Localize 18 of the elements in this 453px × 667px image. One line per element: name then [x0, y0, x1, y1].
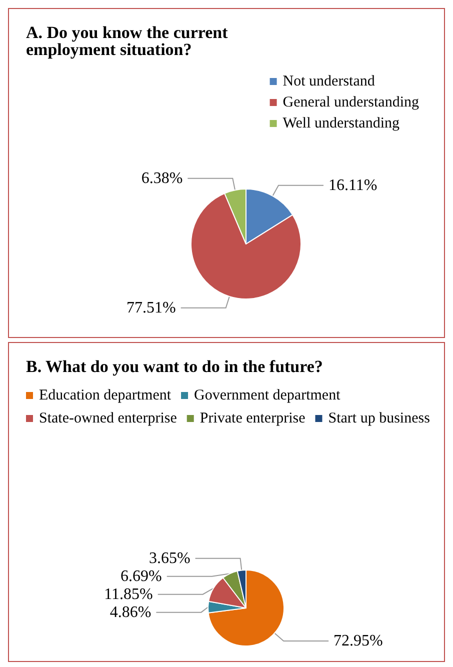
- data-label: 4.86%: [110, 604, 152, 621]
- data-label: 6.38%: [141, 170, 183, 187]
- legend-label: Start up business: [328, 410, 430, 426]
- legend-label: Education department: [39, 388, 172, 404]
- legend-label: Well understanding: [282, 116, 400, 132]
- legend-label: General understanding: [282, 94, 420, 110]
- legend-label: State-owned enterprise: [39, 410, 178, 426]
- data-label: 11.85%: [104, 586, 153, 603]
- data-label: 77.51%: [126, 299, 176, 316]
- data-label: 3.65%: [148, 550, 190, 567]
- legend-label: Private enterprise: [200, 410, 306, 426]
- data-label: 72.95%: [334, 632, 383, 650]
- chart-title: A. Do you know the current employment situation?: [26, 23, 232, 59]
- legend-label: Not understand: [282, 74, 376, 90]
- data-label: 6.69%: [120, 568, 162, 585]
- data-label: 16.11%: [328, 176, 378, 194]
- chart-title: B. What do you want to do in the future?: [26, 357, 323, 376]
- legend-label: Government department: [194, 388, 342, 404]
